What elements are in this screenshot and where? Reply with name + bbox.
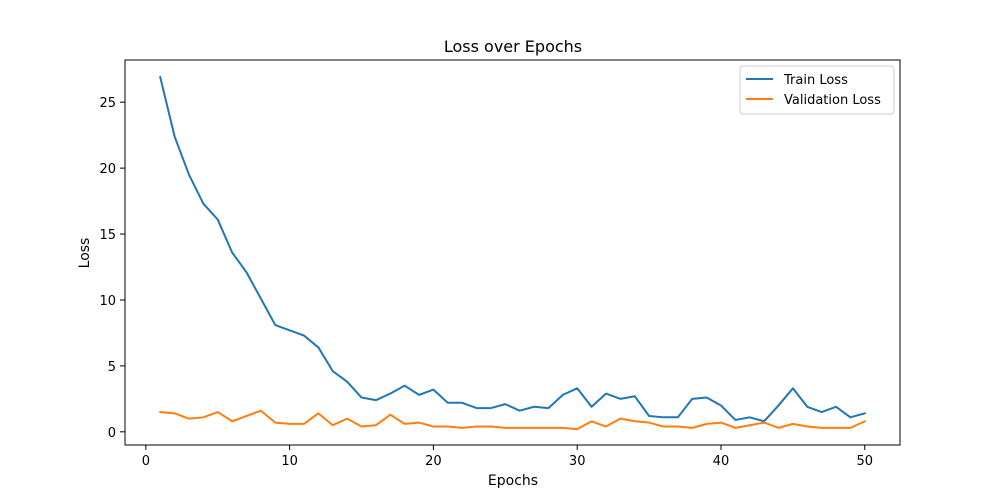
y-tick-label: 10 xyxy=(99,294,116,309)
x-axis-label: Epochs xyxy=(488,473,538,489)
series-line-validation-loss xyxy=(159,409,867,431)
y-axis: 0 5 10 15 20 25 xyxy=(99,96,125,441)
y-tick-label: 5 xyxy=(108,360,116,375)
legend-box xyxy=(739,65,895,115)
y-axis-label: Loss xyxy=(77,238,93,269)
x-tick-label: 40 xyxy=(713,454,730,469)
x-tick-label: 10 xyxy=(281,454,298,469)
series-layer xyxy=(159,75,867,431)
x-tick-label: 50 xyxy=(856,454,873,469)
x-tick-label: 20 xyxy=(425,454,442,469)
y-tick-label: 15 xyxy=(99,228,116,243)
plot-area-frame xyxy=(124,59,901,446)
x-axis: 0 10 20 30 40 50 xyxy=(142,445,873,469)
x-tick-label: 30 xyxy=(569,454,586,469)
y-tick-label: 25 xyxy=(99,96,116,111)
series-line-train-loss xyxy=(159,75,866,423)
chart-title: Loss over Epochs xyxy=(444,37,582,56)
y-tick-label: 0 xyxy=(108,426,116,441)
y-tick-label: 20 xyxy=(99,162,116,177)
legend-label-validation-loss: Validation Loss xyxy=(784,93,881,108)
legend-label-train-loss: Train Loss xyxy=(783,73,848,88)
x-tick-label: 0 xyxy=(142,454,150,469)
legend: Train Loss Validation Loss xyxy=(739,65,895,115)
